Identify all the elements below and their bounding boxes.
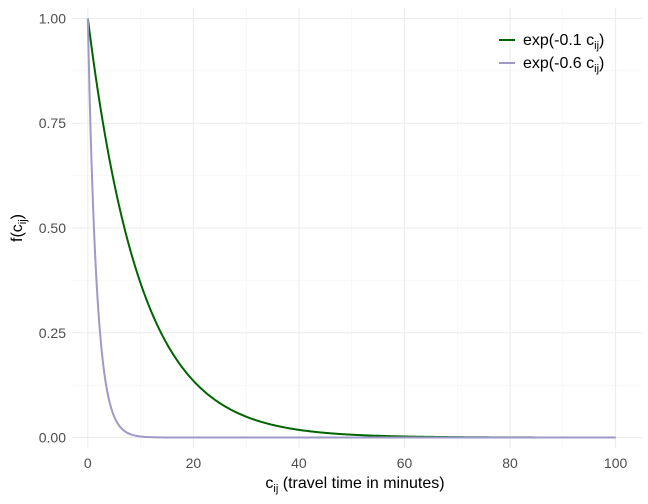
x-tick-label: 100: [604, 455, 628, 471]
legend: exp(-0.1 cij) exp(-0.6 cij): [499, 32, 604, 75]
x-tick-label: 60: [397, 455, 413, 471]
x-axis-label: cij (travel time in minutes): [265, 475, 444, 495]
y-tick-label: 0.75: [39, 115, 66, 131]
y-tick-label: 0.50: [39, 220, 66, 236]
legend-label-exp-0-6: exp(-0.6 cij): [523, 55, 604, 75]
series-lines: [86, 18, 616, 439]
series-line-exp-0-6: [86, 18, 616, 439]
x-tick-label: 40: [291, 455, 307, 471]
x-tick-label: 20: [186, 455, 202, 471]
legend-label-exp-0-1: exp(-0.1 cij): [523, 32, 604, 52]
x-tick-labels: 0 20 40 60 80 100: [84, 455, 628, 471]
y-axis-label: f(cij): [9, 214, 29, 242]
grid: [72, 8, 642, 448]
y-tick-labels: 0.00 0.25 0.50 0.75 1.00: [39, 10, 66, 445]
x-tick-label: 0: [84, 455, 92, 471]
y-tick-label: 0.25: [39, 325, 66, 341]
y-tick-label: 0.00: [39, 430, 66, 446]
y-tick-label: 1.00: [39, 10, 66, 26]
x-tick-label: 80: [502, 455, 518, 471]
